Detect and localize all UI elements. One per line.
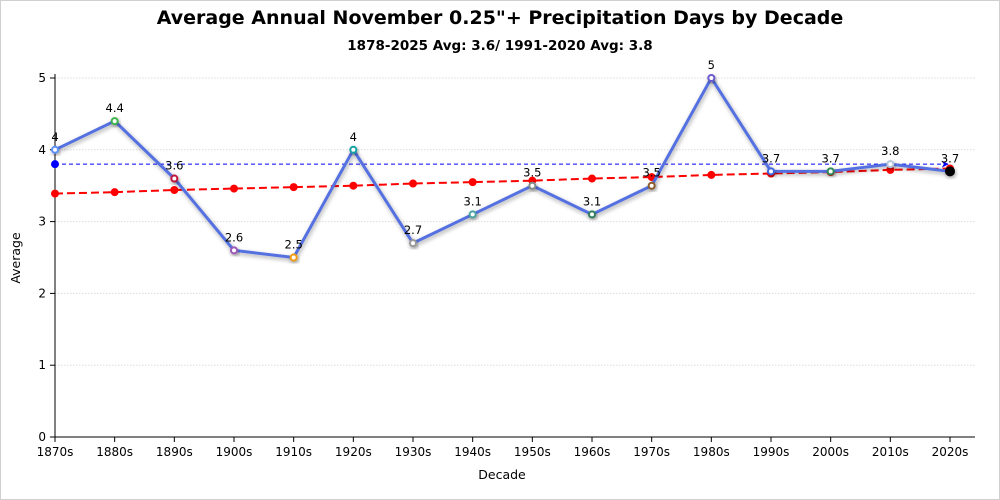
trend-point — [409, 179, 417, 188]
data-label: 3.5 — [523, 166, 541, 180]
data-point — [170, 174, 179, 183]
trend-point — [886, 165, 895, 174]
trend-point — [289, 183, 298, 192]
y-tick-label: 3 — [38, 215, 46, 229]
data-label: 2.7 — [404, 223, 422, 237]
data-label: 3.8 — [881, 144, 899, 158]
data-label: 3.7 — [822, 151, 840, 165]
data-label: 3.1 — [583, 194, 601, 208]
data-label: 4 — [51, 130, 58, 144]
data-point — [826, 167, 835, 176]
x-tick-label: 1920s — [335, 445, 372, 459]
y-tick-label: 0 — [38, 430, 46, 444]
data-label: 2.5 — [285, 238, 303, 252]
y-axis-label: Average — [8, 232, 23, 284]
trend-point — [707, 170, 716, 179]
x-tick-label: 1940s — [454, 445, 491, 459]
chart-title: Average Annual November 0.25"+ Precipita… — [157, 7, 844, 29]
data-point — [230, 246, 238, 255]
trend-point — [170, 186, 179, 195]
x-tick-label: 1910s — [275, 445, 312, 459]
data-point — [647, 181, 656, 190]
x-tick-label: 1970s — [633, 445, 670, 459]
chart-subtitle: 1878-2025 Avg: 3.6/ 1991-2020 Avg: 3.8 — [347, 38, 652, 54]
data-label: 5 — [708, 58, 715, 72]
data-point — [110, 117, 119, 126]
data-label: 2.6 — [225, 230, 243, 244]
trend-point — [468, 178, 477, 187]
data-point — [588, 210, 596, 219]
x-tick-label: 1890s — [156, 445, 193, 459]
trend-point — [51, 189, 59, 198]
x-tick-label: 1990s — [753, 445, 790, 459]
x-tick-label: 1980s — [693, 445, 730, 459]
data-point — [409, 239, 417, 248]
x-tick-label: 2010s — [872, 445, 909, 459]
data-label: 3.5 — [643, 166, 661, 180]
data-label: 3.6 — [165, 159, 183, 173]
trend-point — [588, 174, 596, 183]
data-label: 3.7 — [941, 151, 959, 165]
data-point — [767, 167, 775, 176]
data-label: 4 — [350, 130, 357, 144]
data-label: 3.7 — [762, 151, 780, 165]
data-label: 3.1 — [464, 194, 482, 208]
x-tick-label: 2000s — [812, 445, 849, 459]
y-tick-label: 5 — [38, 71, 46, 85]
data-point — [349, 145, 358, 154]
trend-point — [110, 188, 119, 197]
x-tick-label: 2020s — [932, 445, 969, 459]
data-point — [289, 253, 298, 262]
y-tick-label: 2 — [38, 286, 46, 300]
data-point — [945, 166, 955, 177]
data-point — [886, 160, 895, 169]
y-tick-label: 1 — [38, 358, 46, 372]
average-line-start-point — [51, 160, 59, 169]
data-point — [707, 74, 716, 82]
x-tick-label: 1950s — [514, 445, 551, 459]
x-axis-label: Decade — [478, 467, 526, 482]
x-tick-label: 1930s — [395, 445, 432, 459]
data-point — [468, 210, 477, 219]
x-tick-label: 1870s — [37, 445, 74, 459]
trend-point — [230, 184, 238, 193]
data-point — [528, 181, 537, 190]
x-tick-label: 1880s — [96, 445, 133, 459]
x-tick-label: 1960s — [574, 445, 611, 459]
series-line — [54, 75, 951, 260]
data-point — [51, 145, 59, 154]
trend-point — [349, 181, 358, 190]
y-tick-label: 4 — [38, 143, 46, 157]
x-tick-label: 1900s — [216, 445, 253, 459]
data-label: 4.4 — [106, 101, 124, 115]
